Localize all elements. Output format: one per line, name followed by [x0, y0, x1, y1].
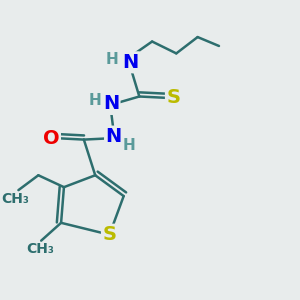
Text: S: S — [103, 225, 116, 244]
Text: N: N — [123, 53, 139, 72]
Text: H: H — [89, 94, 102, 109]
Text: N: N — [106, 127, 122, 146]
Text: CH₃: CH₃ — [26, 242, 54, 256]
Text: N: N — [103, 94, 119, 113]
Text: O: O — [43, 129, 59, 148]
Text: CH₃: CH₃ — [2, 192, 29, 206]
Text: S: S — [167, 88, 181, 107]
Text: H: H — [123, 138, 136, 153]
Text: H: H — [106, 52, 119, 67]
